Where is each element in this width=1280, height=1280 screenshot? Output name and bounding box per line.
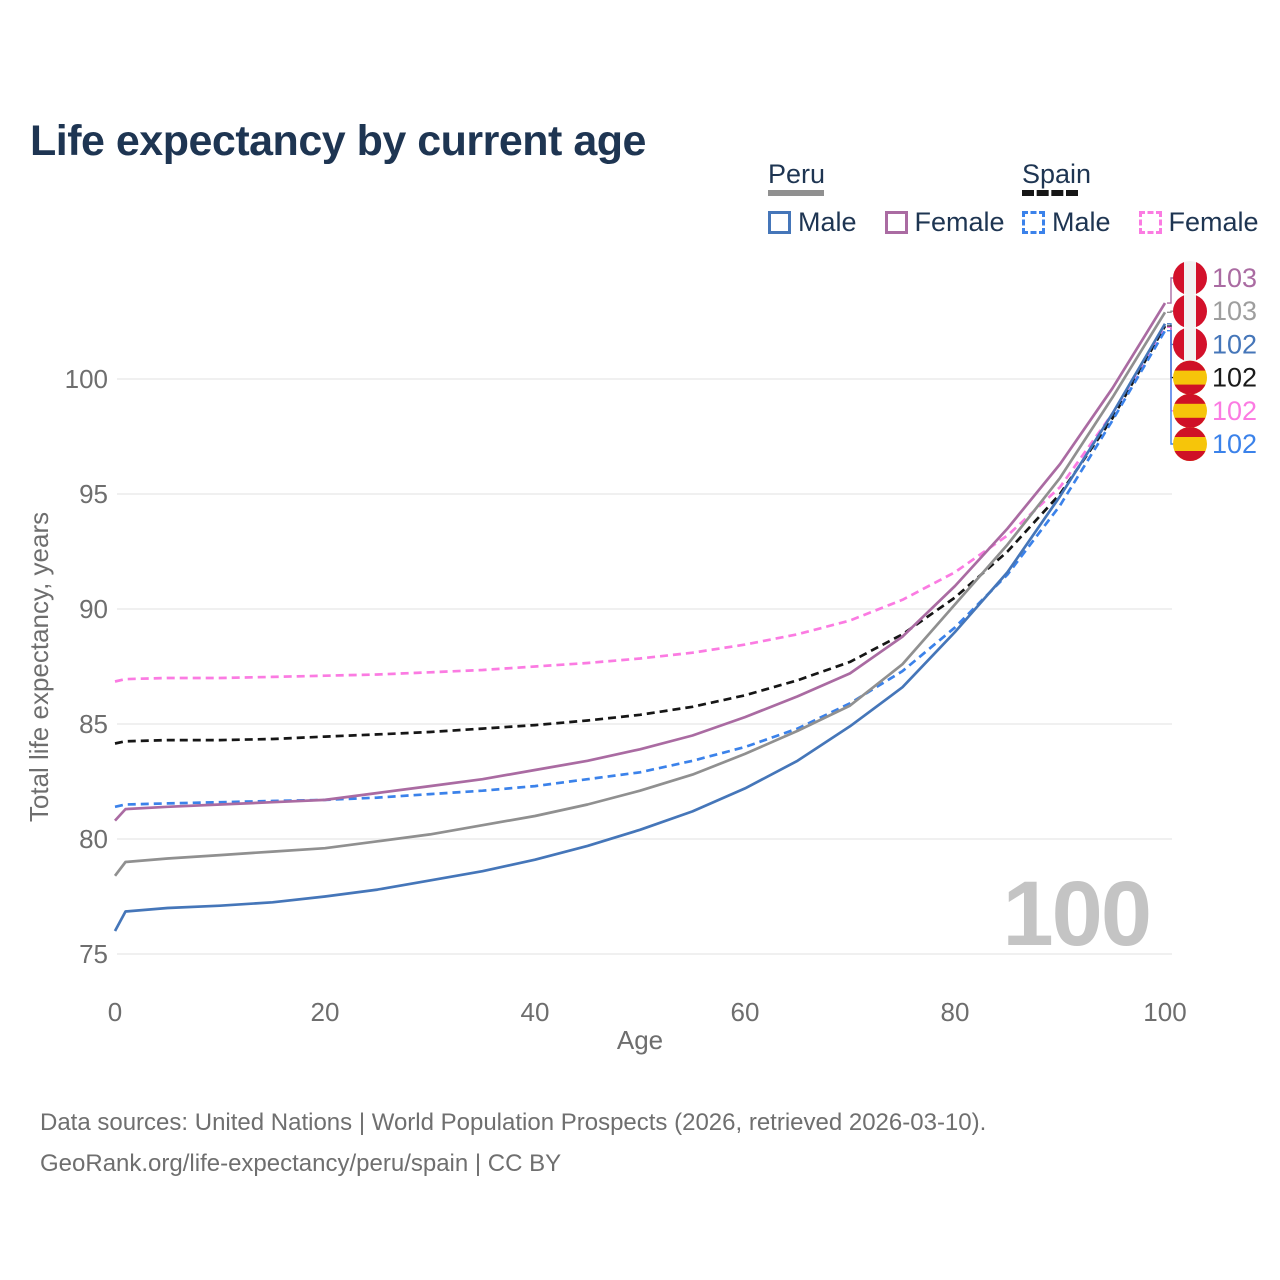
- x-tick-20: 20: [311, 997, 340, 1027]
- series-line-peru-male: [113, 323, 1167, 932]
- flag-spain-icon: [1173, 427, 1207, 461]
- y-tick-85: 85: [79, 709, 108, 739]
- y-tick-100: 100: [65, 364, 108, 394]
- page-title: Life expectancy by current age: [30, 116, 646, 165]
- end-label-spain-male: 102: [1212, 429, 1257, 459]
- legend-item-spain-female[interactable]: Female: [1138, 207, 1259, 238]
- x-tick-40: 40: [521, 997, 550, 1027]
- y-axis-label: Total life expectancy, years: [24, 512, 54, 822]
- series-line-spain-male: [114, 330, 1167, 809]
- series-line-spain-avg: [114, 325, 1167, 745]
- flag-spain-icon: [1173, 393, 1207, 428]
- legend-line-swatch-spain: [1022, 190, 1078, 196]
- end-label-peru-female: 103: [1212, 263, 1257, 293]
- x-tick-80: 80: [941, 997, 970, 1027]
- end-label-peru-male: 102: [1212, 329, 1257, 359]
- legend-item-peru-female[interactable]: Female: [884, 207, 1005, 238]
- x-tick-100: 100: [1143, 997, 1186, 1027]
- x-axis-label: Age: [617, 1025, 663, 1055]
- footer-data-sources: Data sources: United Nations | World Pop…: [40, 1109, 987, 1136]
- legend-box-spain-male: [1022, 211, 1045, 234]
- legend-country-peru: Peru: [768, 159, 826, 189]
- legend-label-peru-male: Male: [798, 207, 857, 237]
- legend-box-peru-male: [768, 211, 791, 234]
- x-tick-60: 60: [731, 997, 760, 1027]
- legend-country-spain: Spain: [1022, 159, 1092, 189]
- legend-item-spain-male[interactable]: Male: [1022, 207, 1111, 238]
- series-line-peru-avg: [113, 311, 1167, 877]
- age-counter-watermark: 100: [1002, 863, 1153, 965]
- flag-peru-icon: [1173, 261, 1207, 295]
- flag-spain-icon: [1173, 360, 1207, 395]
- legend-group-spain: Spain Male Female: [1022, 160, 1259, 238]
- series-line-peru-female: [114, 302, 1167, 822]
- legend-box-peru-female: [884, 211, 908, 234]
- legend-label-spain-male: Male: [1052, 207, 1111, 237]
- legend-item-peru-male[interactable]: Male: [768, 207, 857, 238]
- legend-label-spain-female: Female: [1168, 207, 1259, 237]
- series-line-spain-female: [114, 326, 1167, 683]
- end-label-spain-avg: 102: [1212, 363, 1257, 393]
- legend-box-spain-female: [1138, 211, 1162, 234]
- y-tick-75: 75: [79, 939, 108, 969]
- y-tick-80: 80: [79, 824, 108, 854]
- end-label-spain-female: 102: [1212, 396, 1257, 426]
- footer-attribution: GeoRank.org/life-expectancy/peru/spain |…: [40, 1150, 562, 1177]
- legend-group-peru: Peru Male Female: [768, 160, 1005, 238]
- y-tick-90: 90: [79, 594, 108, 624]
- flag-peru-icon: [1173, 294, 1207, 329]
- x-tick-0: 0: [108, 997, 122, 1027]
- flag-peru-icon: [1173, 327, 1207, 362]
- end-label-peru-avg: 103: [1212, 296, 1257, 326]
- legend-line-swatch-peru: [768, 190, 824, 196]
- y-tick-95: 95: [79, 479, 108, 509]
- legend-label-peru-female: Female: [914, 207, 1005, 237]
- footer: Data sources: United Nations | World Pop…: [40, 1102, 986, 1184]
